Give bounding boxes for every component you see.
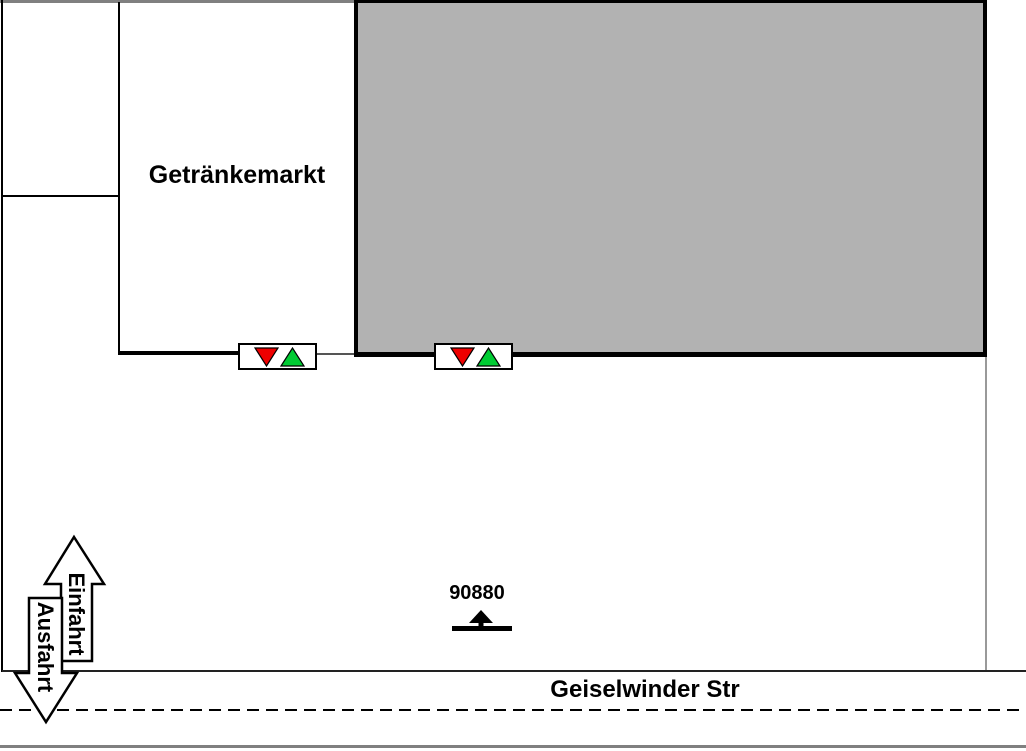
entrance-marker — [238, 343, 317, 370]
building-block — [354, 0, 987, 357]
entrance-marker — [434, 343, 513, 370]
red-down-triangle-icon — [253, 347, 280, 368]
west-boundary-line — [1, 0, 3, 672]
south-boundary-line — [0, 745, 1026, 748]
market-area-right-line — [118, 2, 120, 355]
market-area-bottom-line-thin — [316, 353, 356, 355]
entrance-symbol-icon — [452, 610, 512, 631]
driveway-arrows — [12, 534, 107, 725]
market-area-bottom-line — [119, 351, 240, 355]
exit-arrow-label: Ausfahrt — [33, 601, 58, 693]
entrance-arrow-label: Einfahrt — [64, 572, 89, 656]
street-name-label: Geiselwinder Str — [550, 676, 740, 703]
east-boundary-line — [985, 357, 987, 671]
green-up-triangle-icon — [475, 346, 502, 367]
north-boundary-line — [0, 0, 356, 3]
street-edge-line — [2, 670, 1026, 672]
street-center-dashed-line — [0, 709, 1026, 711]
green-up-triangle-icon — [279, 346, 306, 367]
market-label: Getränkemarkt — [148, 161, 326, 189]
ausfahrt-down-arrow — [12, 596, 80, 725]
small-lot-divider-line — [2, 195, 119, 197]
red-down-triangle-icon — [449, 347, 476, 368]
site-number-label: 90880 — [449, 582, 505, 604]
einfahrt-up-arrow — [42, 534, 107, 663]
